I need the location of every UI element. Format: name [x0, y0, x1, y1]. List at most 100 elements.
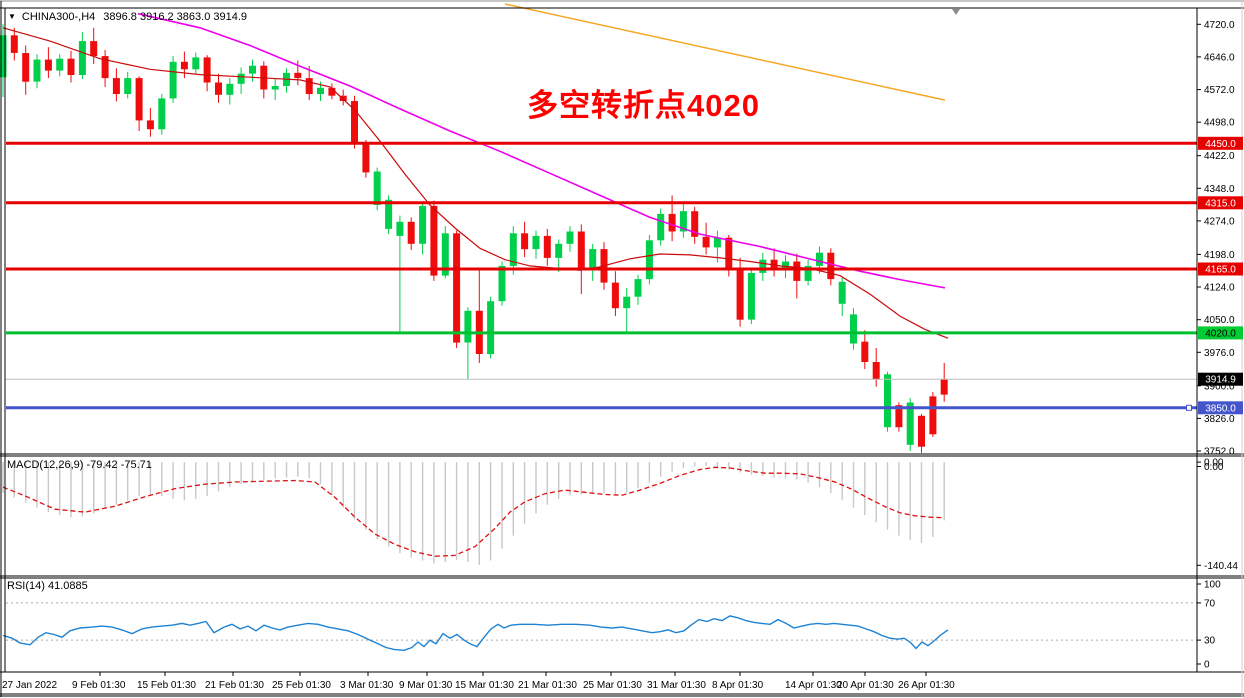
price-badge-bg [1198, 262, 1243, 276]
candle-body [884, 374, 891, 428]
candle-body [713, 237, 721, 248]
macd-bar [637, 462, 639, 489]
macd-bar [728, 462, 730, 470]
price-badge-4450.0: 4450.0 [1198, 136, 1243, 150]
macd-bar [319, 462, 322, 485]
line-handle[interactable] [1186, 404, 1192, 411]
macd-bar [81, 462, 84, 517]
price-badge-text: 4315.0 [1205, 198, 1236, 209]
candle-body [759, 259, 767, 273]
candle-body [509, 233, 517, 266]
candle-body [464, 310, 472, 343]
macd-bar [694, 462, 696, 467]
macd-bar [875, 462, 877, 523]
macd-bar [183, 462, 186, 501]
candle-body [645, 240, 653, 280]
macd-bar [421, 462, 424, 561]
macd-bar [206, 462, 208, 496]
candle-body [487, 301, 495, 355]
candle-body [373, 171, 381, 205]
candle-body [702, 236, 710, 248]
candle-body [691, 211, 699, 237]
candle-body [441, 233, 449, 276]
price-badge-bg [1198, 326, 1243, 340]
price-tick-label: 4198.0 [1204, 250, 1235, 261]
macd-bar [750, 462, 753, 475]
candle-body [804, 265, 812, 281]
price-axis[interactable]: 4720.0 4646.0 4572.0 4498.0 4422.0 4348.0 4274… [1197, 20, 1238, 671]
candle-body [146, 120, 154, 130]
macd-bar [489, 462, 492, 561]
price-tick-label: 3976.0 [1204, 348, 1235, 359]
candle-body [305, 78, 313, 94]
candle-body [10, 35, 18, 53]
time-tick-label: 21 Feb 01:30 [205, 680, 264, 691]
price-tick-label: 4646.0 [1204, 52, 1235, 63]
time-tick-label: 3 Mar 01:30 [340, 680, 394, 691]
macd-bar [127, 462, 129, 501]
price-badge-4165.0: 4165.0 [1198, 262, 1243, 276]
annotation-text[interactable]: 多空转折点4020 [527, 88, 760, 123]
macd-bar [59, 462, 61, 515]
candle-body [657, 213, 665, 241]
macd-bar [376, 462, 378, 540]
price-badge-text: 4020.0 [1205, 328, 1236, 339]
macd-bar [841, 462, 843, 501]
symbol-dropdown-icon[interactable]: ▼ [8, 12, 16, 21]
candle-body [56, 58, 64, 71]
macd-indicator-label: MACD(12,26,9) -79.42 -75.71 [7, 459, 152, 471]
candle-body [215, 82, 222, 95]
macd-bar [240, 462, 242, 485]
rsi-axis-label: 30 [1204, 636, 1216, 647]
candle-body [566, 231, 574, 244]
candle-body [192, 57, 200, 70]
price-tick-label: 4348.0 [1204, 184, 1235, 195]
macd-bar [25, 462, 27, 503]
candle-body [793, 261, 801, 281]
macd-bar [308, 462, 310, 479]
macd-signal-line [2, 466, 944, 557]
chart-title: ▼ CHINA300-,H4 3896.8 3916.2 3863.0 3914.9 [8, 11, 247, 23]
candle-body [725, 237, 733, 270]
price-badge-bg [1198, 196, 1243, 210]
ma-slow-line [137, 12, 946, 289]
macd-bar [943, 462, 945, 521]
time-tick-label: 25 Mar 01:30 [583, 680, 642, 691]
macd-bar [13, 462, 15, 498]
candle-body [679, 211, 687, 232]
time-tick-label: 21 Mar 01:30 [518, 680, 577, 691]
price-badge-text: 4450.0 [1205, 139, 1236, 150]
macd-bar [365, 462, 367, 530]
candle-body [589, 249, 597, 269]
macd-bar [172, 462, 174, 499]
time-tick-label: 9 Feb 01:30 [72, 680, 126, 691]
candle-body [611, 282, 619, 309]
macd-bar [251, 462, 254, 482]
macd-bar [399, 462, 401, 554]
macd-bar [353, 462, 356, 520]
time-tick-label: 27 Jan 2022 [2, 680, 57, 691]
macd-bar [796, 462, 798, 480]
macd-bar [909, 462, 911, 540]
orange-trendline[interactable] [504, 3, 946, 101]
price-tick-label: 3752.0 [1204, 447, 1235, 458]
price-badge-bg [1198, 372, 1243, 386]
candle-body [362, 144, 370, 173]
time-tick-label: 20 Apr 01:30 [837, 680, 894, 691]
price-tick-label: 4422.0 [1204, 151, 1235, 162]
macd-bar [648, 462, 651, 483]
price-tick-label: 4274.0 [1204, 216, 1235, 227]
candle-body [453, 233, 461, 343]
macd-bar [682, 462, 685, 468]
candle-body [226, 83, 234, 95]
macd-bar [773, 462, 775, 478]
candle-body [929, 396, 937, 435]
macd-bar [830, 462, 832, 493]
candle-body [838, 281, 846, 304]
candle-body [90, 41, 98, 57]
macd-bar [47, 462, 50, 513]
time-axis[interactable]: 27 Jan 2022 9 Feb 01:30 15 Feb 01:30 21 Feb… [2, 672, 955, 691]
macd-bar [297, 462, 299, 477]
